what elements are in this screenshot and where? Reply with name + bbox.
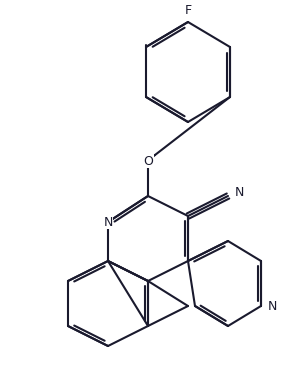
Text: O: O xyxy=(143,154,153,167)
Text: N: N xyxy=(268,299,277,312)
Text: N: N xyxy=(235,186,244,199)
Text: N: N xyxy=(103,215,113,228)
Text: F: F xyxy=(185,3,192,16)
